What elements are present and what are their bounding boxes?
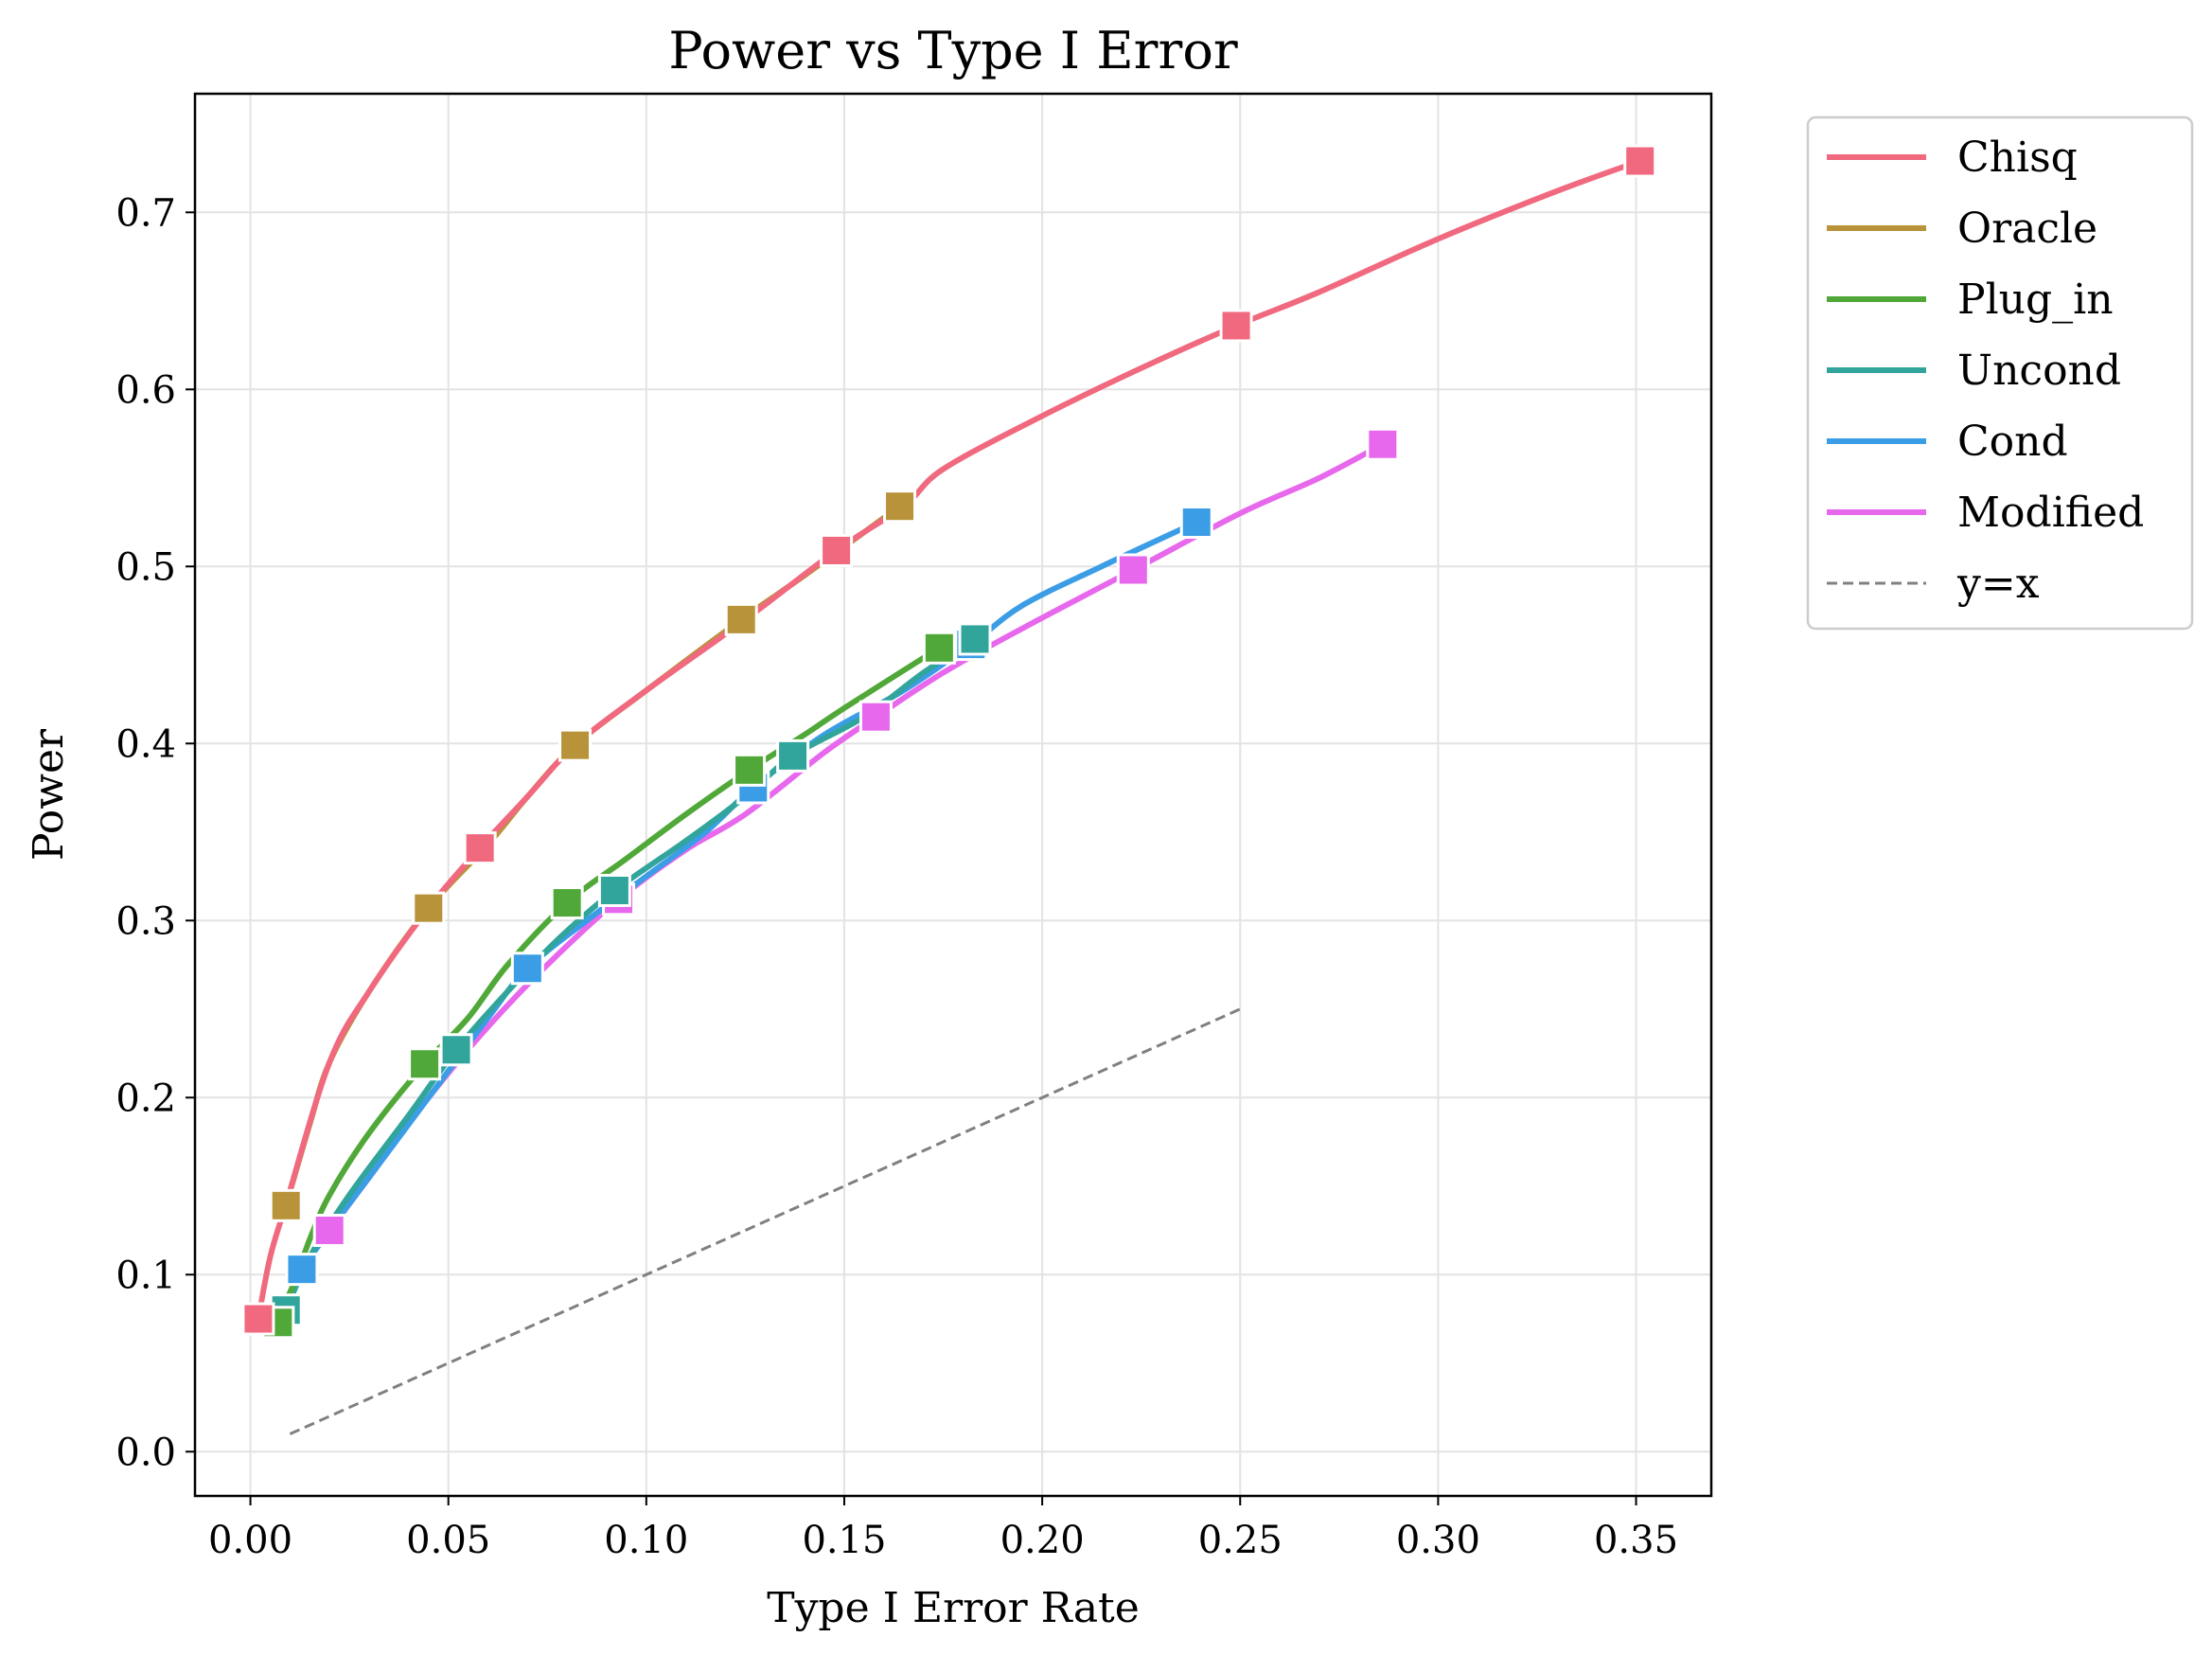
marker-plug-in — [733, 753, 767, 787]
series-line-oracle — [283, 503, 903, 1209]
x-tick-label: 0.15 — [802, 1519, 886, 1562]
x-axis-label: Type I Error Rate — [767, 1584, 1140, 1632]
marker-cond — [510, 952, 544, 986]
y-tick-label: 0.0 — [115, 1431, 176, 1474]
marker-cond — [1179, 506, 1213, 540]
x-tick-label: 0.35 — [1594, 1519, 1678, 1562]
marker-uncond — [958, 622, 992, 656]
marker-plug-in — [408, 1047, 442, 1081]
x-tick-label: 0.05 — [406, 1519, 490, 1562]
series-line-y-x — [289, 1007, 1241, 1435]
legend-label-plug-in: Plug_in — [1957, 276, 2114, 324]
legend-label-oracle: Oracle — [1957, 205, 2097, 253]
y-tick-label: 0.4 — [115, 722, 176, 766]
y-tick-label: 0.6 — [115, 368, 176, 412]
y-tick-label: 0.1 — [115, 1254, 176, 1297]
marker-plug-in — [550, 886, 584, 920]
marker-chisq — [463, 831, 497, 865]
legend-label-cond: Cond — [1957, 418, 2068, 466]
marker-modified — [1116, 553, 1150, 587]
x-tick-label: 0.25 — [1198, 1519, 1283, 1562]
marker-chisq — [1623, 144, 1657, 178]
marker-chisq — [820, 533, 854, 567]
marker-chisq — [1219, 309, 1253, 343]
marker-modified — [1366, 427, 1400, 461]
x-tick-label: 0.10 — [604, 1519, 688, 1562]
series-line-cond — [298, 519, 1200, 1272]
grid — [195, 94, 1711, 1496]
marker-oracle — [412, 891, 446, 925]
y-axis-label: Power — [25, 728, 73, 861]
series-line-uncond — [283, 635, 979, 1313]
marker-uncond — [776, 739, 810, 773]
legend-box — [1806, 116, 2194, 631]
x-tick-label: 0.30 — [1396, 1519, 1480, 1562]
x-tick-label: 0.00 — [208, 1519, 292, 1562]
marker-oracle — [883, 489, 917, 524]
marker-modified — [312, 1214, 346, 1248]
y-tick-label: 0.5 — [115, 545, 176, 589]
plot-frame — [193, 92, 1713, 1498]
y-tick-label: 0.7 — [115, 191, 176, 235]
marker-oracle — [269, 1188, 303, 1222]
legend: Chisq Oracle Plug_in Uncond Cond Modified y=x — [1806, 116, 2194, 631]
marker-uncond — [597, 873, 631, 907]
marker-uncond — [439, 1033, 473, 1067]
series-line-chisq — [255, 158, 1643, 1323]
legend-label-modified: Modified — [1957, 489, 2144, 537]
marker-modified — [858, 700, 893, 734]
marker-oracle — [558, 728, 593, 762]
legend-label-y-x: y=x — [1956, 560, 2040, 608]
marker-cond — [285, 1253, 319, 1287]
legend-label-uncond: Uncond — [1957, 347, 2121, 395]
legend-label-chisq: Chisq — [1957, 133, 2078, 182]
marker-chisq — [241, 1302, 275, 1336]
y-tick-label: 0.3 — [115, 899, 176, 943]
x-tick-label: 0.20 — [1000, 1519, 1085, 1562]
marker-oracle — [724, 602, 758, 636]
chart-title: Power vs Type I Error — [668, 21, 1237, 80]
ticks: 0.00 0.05 0.10 0.15 0.20 0.25 0.30 0.35 0.0 0.1 0.… — [115, 191, 1678, 1562]
series-layer — [241, 144, 1657, 1435]
y-tick-label: 0.2 — [115, 1077, 176, 1120]
marker-plug-in — [922, 631, 956, 665]
